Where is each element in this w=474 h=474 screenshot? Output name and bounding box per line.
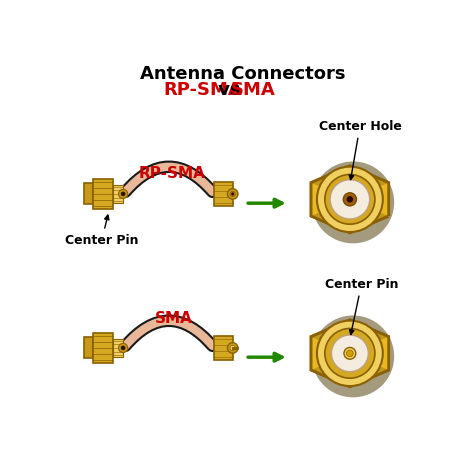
Polygon shape (350, 182, 389, 216)
FancyBboxPatch shape (214, 336, 233, 360)
Circle shape (230, 346, 235, 351)
Text: RP-SMA: RP-SMA (138, 166, 205, 182)
Circle shape (118, 343, 128, 353)
Text: Center Hole: Center Hole (319, 119, 401, 180)
FancyBboxPatch shape (93, 333, 112, 363)
Text: Center Pin: Center Pin (65, 215, 138, 246)
Polygon shape (311, 166, 389, 233)
Circle shape (346, 350, 353, 356)
Polygon shape (311, 337, 350, 370)
Text: SMA: SMA (155, 311, 193, 326)
Polygon shape (311, 200, 350, 233)
Circle shape (228, 343, 238, 353)
Polygon shape (311, 320, 389, 387)
Polygon shape (311, 353, 350, 387)
Circle shape (121, 346, 125, 350)
Circle shape (317, 320, 383, 386)
Text: Antenna Connectors: Antenna Connectors (140, 65, 346, 83)
Polygon shape (350, 353, 389, 387)
Polygon shape (350, 337, 389, 370)
FancyBboxPatch shape (93, 179, 112, 209)
Circle shape (231, 192, 234, 195)
Circle shape (330, 180, 370, 219)
Polygon shape (350, 166, 389, 200)
Circle shape (331, 335, 368, 372)
Circle shape (346, 196, 353, 202)
Polygon shape (311, 166, 350, 200)
Polygon shape (311, 182, 350, 216)
Circle shape (312, 162, 394, 243)
Polygon shape (350, 200, 389, 233)
Circle shape (118, 189, 128, 199)
Circle shape (325, 174, 375, 224)
Circle shape (343, 193, 356, 206)
Text: RP-SMA: RP-SMA (163, 81, 242, 99)
Circle shape (228, 189, 238, 199)
Text: vs: vs (212, 81, 247, 99)
Circle shape (312, 316, 394, 397)
Circle shape (121, 192, 125, 196)
Circle shape (325, 328, 375, 378)
Circle shape (317, 166, 383, 232)
Circle shape (230, 191, 235, 197)
FancyBboxPatch shape (112, 185, 123, 203)
Text: SMA: SMA (231, 81, 275, 99)
Polygon shape (311, 320, 350, 353)
Circle shape (344, 347, 356, 359)
FancyBboxPatch shape (112, 339, 123, 357)
Text: Center Pin: Center Pin (325, 278, 398, 335)
Polygon shape (350, 320, 389, 353)
FancyBboxPatch shape (83, 337, 93, 358)
FancyBboxPatch shape (214, 182, 233, 206)
FancyBboxPatch shape (83, 183, 93, 204)
